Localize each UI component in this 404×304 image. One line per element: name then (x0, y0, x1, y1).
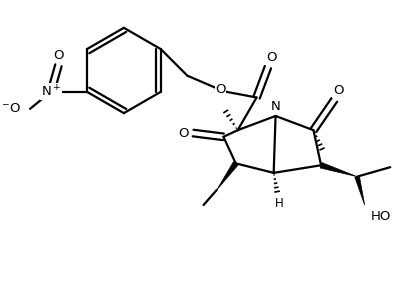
Text: H: H (275, 197, 284, 210)
Text: O: O (215, 83, 226, 96)
Text: N: N (271, 100, 280, 113)
Text: O: O (267, 51, 277, 64)
Text: O: O (333, 84, 343, 97)
Text: O: O (178, 126, 189, 140)
Text: HO: HO (370, 210, 391, 223)
Text: O: O (53, 49, 64, 62)
Polygon shape (217, 162, 238, 190)
Text: N$^+$: N$^+$ (40, 84, 61, 99)
Polygon shape (355, 176, 365, 205)
Polygon shape (320, 163, 357, 177)
Text: $^{-}$O: $^{-}$O (0, 102, 21, 115)
